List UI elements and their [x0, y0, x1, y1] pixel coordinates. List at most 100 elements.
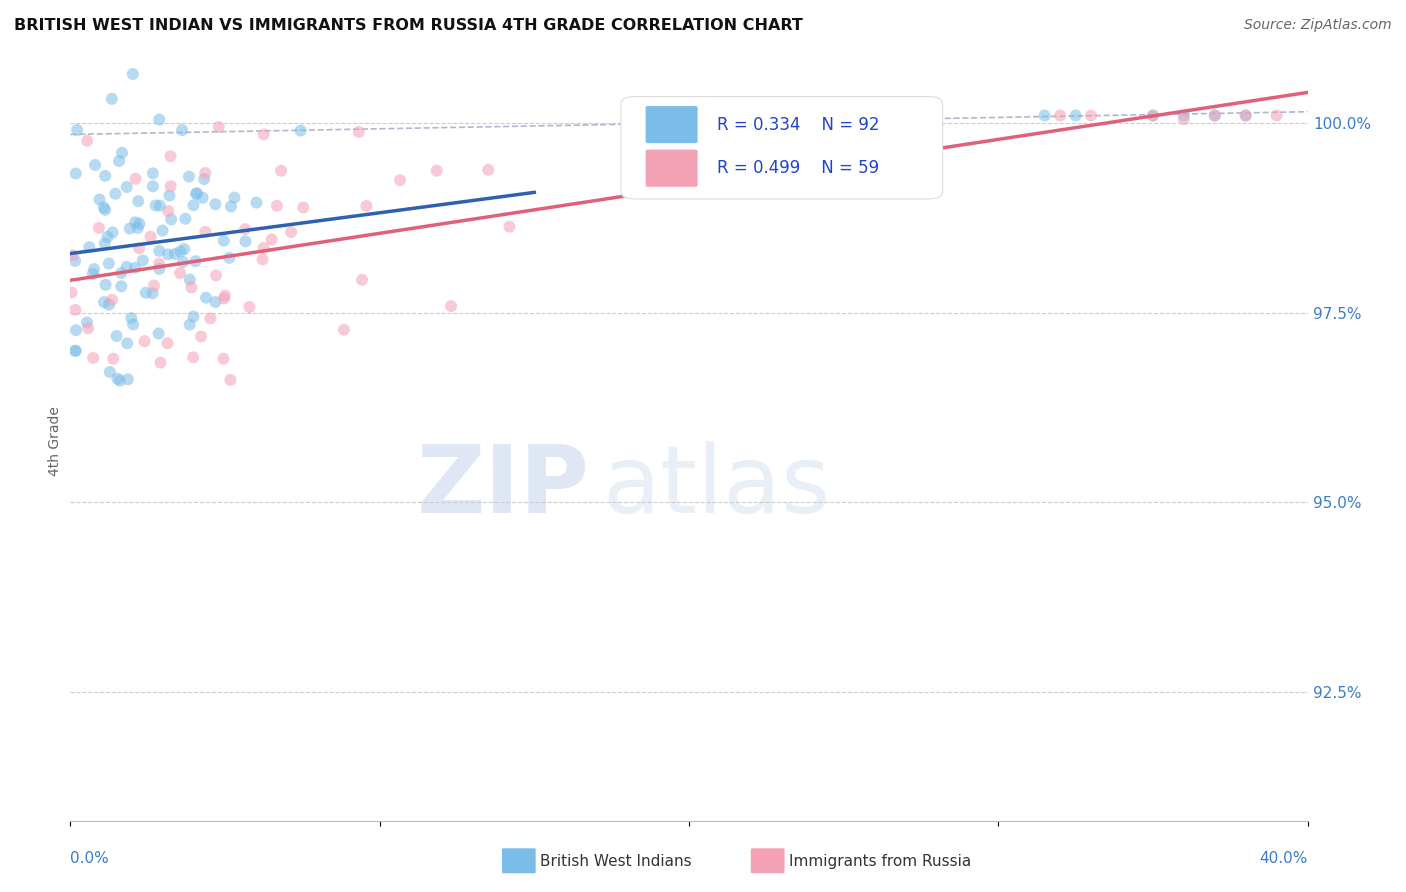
- Point: [89, 193, 111, 207]
- Point: [94, 277, 117, 292]
- Point: [172, 255, 194, 269]
- Text: 0.0%: 0.0%: [70, 851, 110, 866]
- Point: [66, 123, 89, 137]
- Point: [219, 199, 242, 213]
- Point: [1049, 109, 1071, 123]
- Point: [212, 351, 235, 366]
- Point: [79, 240, 101, 254]
- Point: [498, 219, 520, 234]
- Point: [173, 242, 195, 256]
- FancyBboxPatch shape: [621, 96, 942, 199]
- Point: [183, 198, 205, 212]
- Point: [83, 262, 105, 277]
- Point: [77, 321, 100, 335]
- Point: [1173, 112, 1195, 127]
- Point: [108, 374, 131, 388]
- Point: [186, 186, 208, 201]
- Point: [149, 356, 172, 370]
- Point: [110, 266, 132, 280]
- Text: R = 0.499    N = 59: R = 0.499 N = 59: [717, 159, 880, 178]
- Point: [122, 318, 145, 332]
- Point: [1173, 109, 1195, 123]
- Point: [253, 128, 276, 142]
- Point: [60, 285, 83, 300]
- Point: [142, 179, 165, 194]
- Point: [101, 92, 124, 106]
- Point: [63, 343, 86, 358]
- Point: [1142, 109, 1164, 123]
- Point: [169, 244, 191, 259]
- Point: [135, 285, 157, 300]
- Y-axis label: 4th Grade: 4th Grade: [48, 407, 62, 476]
- Text: 40.0%: 40.0%: [1260, 851, 1308, 866]
- Point: [120, 311, 142, 326]
- Point: [115, 180, 138, 194]
- Point: [260, 232, 283, 246]
- Point: [352, 273, 374, 287]
- Point: [235, 235, 257, 249]
- Point: [63, 253, 86, 268]
- Point: [111, 145, 134, 160]
- Point: [115, 260, 138, 274]
- Point: [1033, 109, 1056, 123]
- Point: [238, 300, 260, 314]
- Point: [148, 112, 170, 127]
- Point: [148, 261, 170, 276]
- Point: [65, 343, 87, 358]
- Point: [145, 198, 167, 212]
- Point: [117, 372, 139, 386]
- Point: [195, 291, 218, 305]
- Point: [219, 373, 242, 387]
- Point: [105, 329, 128, 343]
- Point: [157, 204, 180, 219]
- Point: [172, 123, 194, 137]
- Point: [233, 222, 256, 236]
- Point: [104, 186, 127, 201]
- Point: [200, 311, 222, 326]
- Point: [141, 286, 163, 301]
- Point: [179, 318, 201, 332]
- Point: [142, 166, 165, 180]
- Point: [174, 211, 197, 226]
- Point: [280, 225, 302, 239]
- Point: [1265, 109, 1288, 123]
- Point: [333, 323, 356, 337]
- Point: [212, 292, 235, 306]
- Text: British West Indians: British West Indians: [540, 855, 692, 869]
- Point: [253, 241, 276, 255]
- Point: [356, 199, 378, 213]
- Point: [132, 253, 155, 268]
- Point: [62, 248, 84, 262]
- Text: Source: ZipAtlas.com: Source: ZipAtlas.com: [1244, 18, 1392, 32]
- Point: [183, 310, 205, 324]
- Point: [266, 199, 288, 213]
- Point: [191, 191, 214, 205]
- Point: [82, 267, 104, 281]
- Point: [1234, 109, 1257, 123]
- Point: [160, 212, 183, 227]
- Point: [179, 272, 201, 286]
- Point: [159, 149, 181, 163]
- Point: [270, 163, 292, 178]
- Point: [118, 221, 141, 235]
- Point: [139, 229, 162, 244]
- Point: [108, 154, 131, 169]
- Point: [65, 167, 87, 181]
- Point: [94, 202, 117, 217]
- Point: [389, 173, 412, 187]
- Point: [93, 295, 115, 310]
- Point: [159, 188, 181, 202]
- Point: [148, 244, 170, 258]
- Point: [96, 230, 118, 244]
- Point: [214, 288, 236, 302]
- Point: [252, 252, 274, 267]
- Point: [180, 280, 202, 294]
- Point: [190, 329, 212, 343]
- Point: [1204, 109, 1226, 123]
- Point: [76, 134, 98, 148]
- Point: [65, 323, 87, 337]
- Point: [218, 251, 240, 265]
- Point: [76, 316, 98, 330]
- Point: [1080, 109, 1102, 123]
- Point: [103, 351, 125, 366]
